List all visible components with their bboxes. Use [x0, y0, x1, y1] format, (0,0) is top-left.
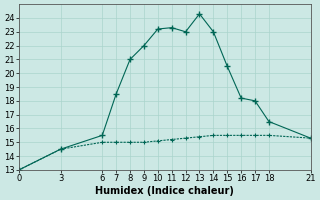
X-axis label: Humidex (Indice chaleur): Humidex (Indice chaleur)	[95, 186, 234, 196]
